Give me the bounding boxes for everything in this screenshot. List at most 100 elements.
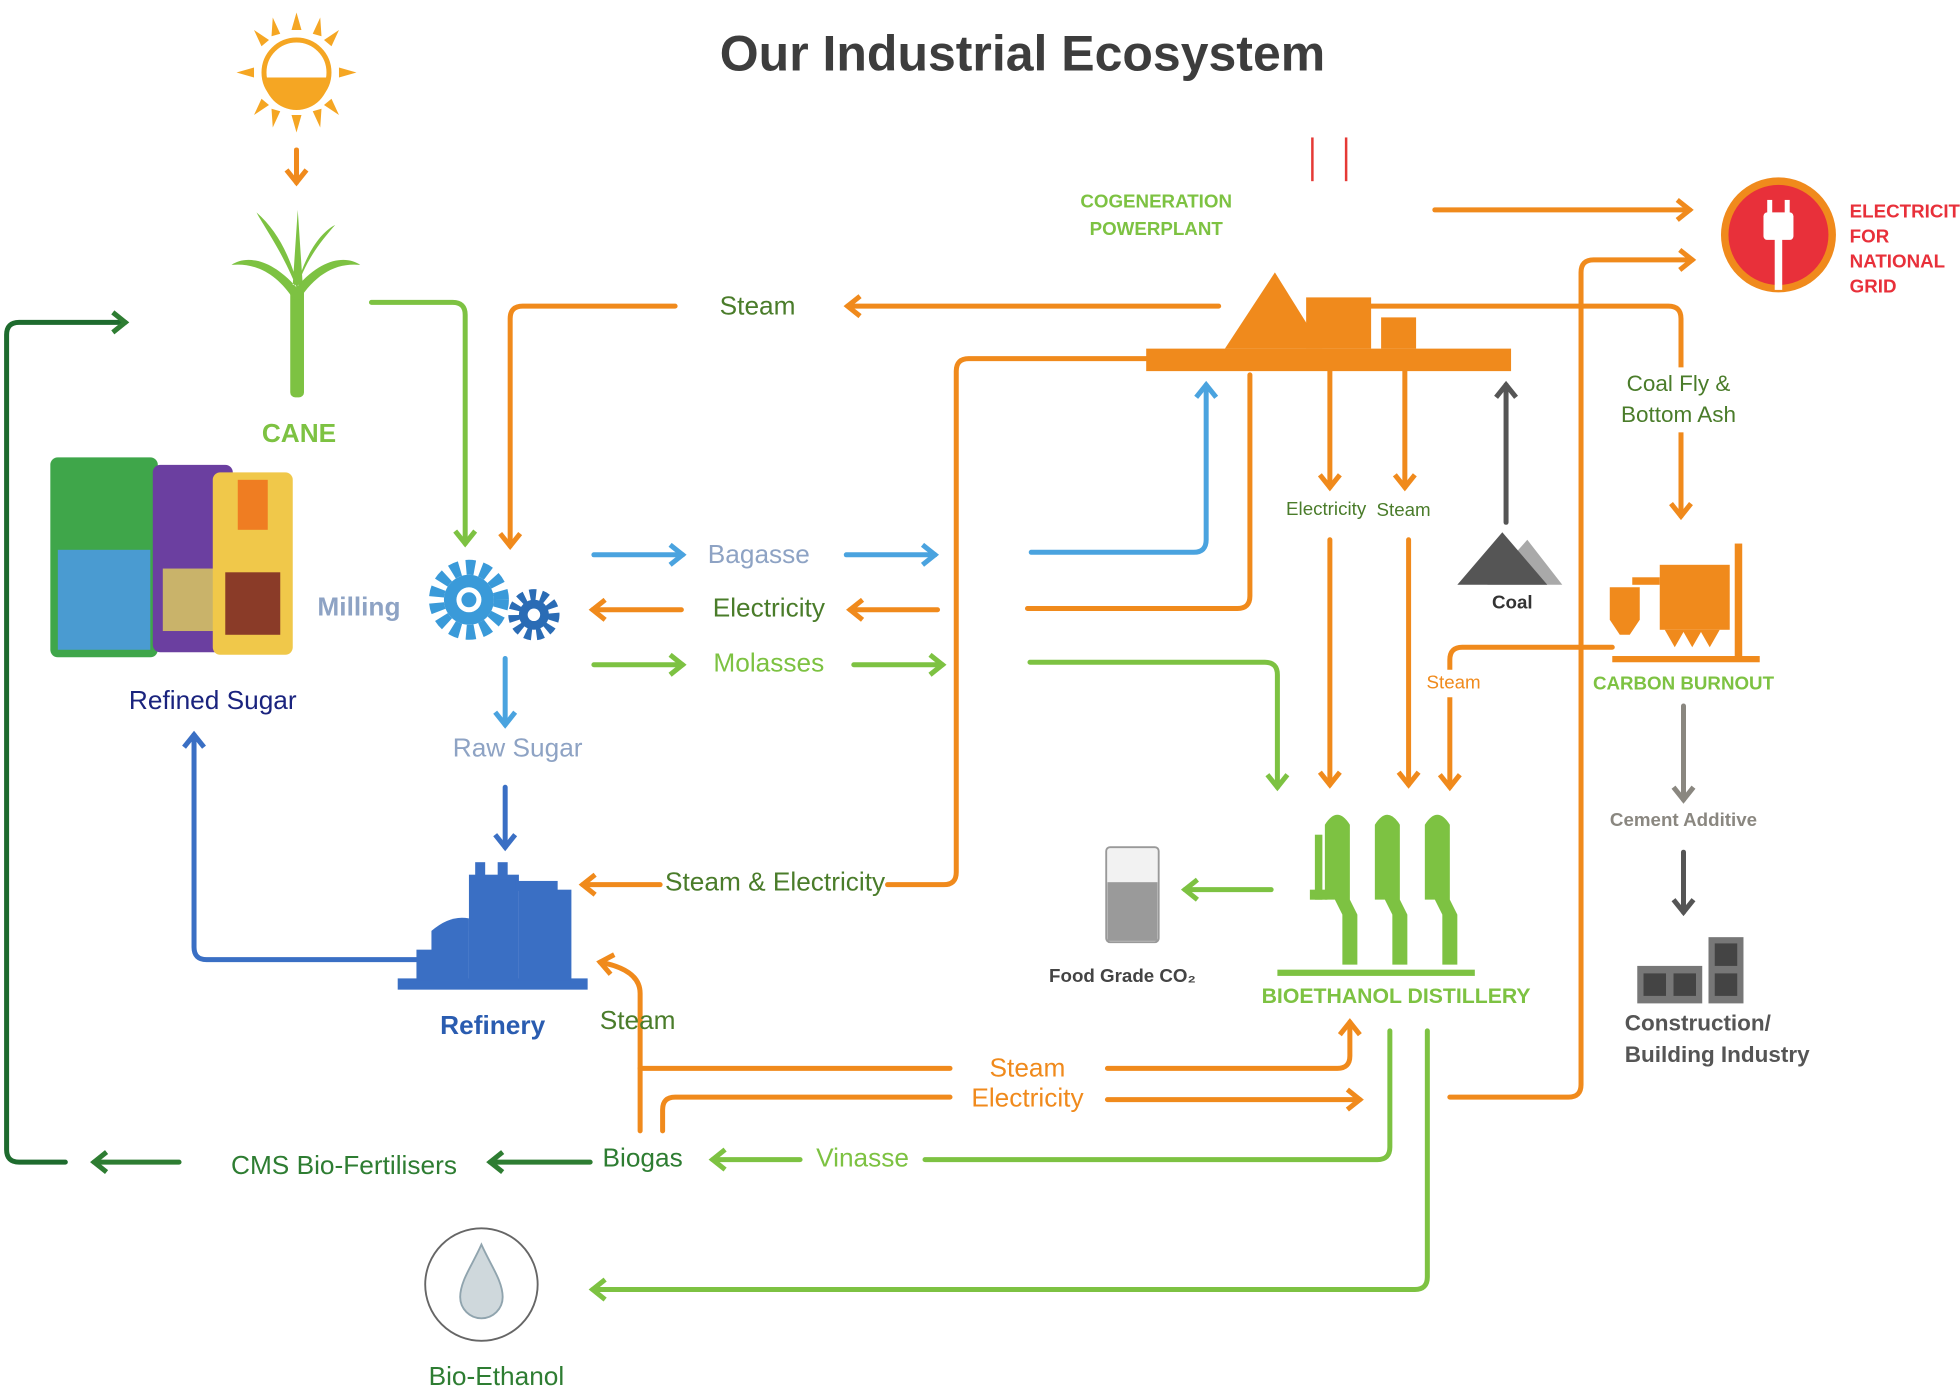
refinery-icon-part (519, 890, 571, 981)
node-label: Raw Sugar (453, 733, 583, 763)
grid-icon-part (1785, 200, 1790, 215)
powerplant-icon-part (1381, 317, 1416, 348)
powerplant-icon-part (1306, 297, 1371, 348)
sugar-packs-part (238, 480, 268, 530)
node-label: CMS Bio-Fertilisers (231, 1150, 457, 1180)
page: Our Industrial Ecosystem CANE Steam Refi… (0, 0, 1960, 1397)
coal-icon (1457, 532, 1562, 584)
grid-icon (1721, 177, 1836, 292)
arrow (1027, 375, 1249, 609)
flow-label: Electricity (971, 1083, 1084, 1113)
sugar-packs-part (58, 550, 150, 650)
node-label: Refined Sugar (129, 685, 297, 715)
node-label: Construction/ (1625, 1011, 1772, 1036)
flow-label: Steam & Electricity (665, 866, 886, 896)
refinery-icon (398, 862, 588, 989)
arrow (1107, 1022, 1349, 1068)
distillery-icon-part (1310, 890, 1327, 900)
bricks-icon-part (1674, 973, 1696, 995)
distillery-icon-part (1277, 970, 1474, 976)
node-label: FOR (1850, 225, 1890, 246)
distillery-icon (1277, 815, 1474, 976)
gears-icon-part (461, 592, 476, 607)
bricks-icon-part (1644, 973, 1666, 995)
arrow (371, 302, 465, 543)
bricks-icon-part (1715, 973, 1737, 995)
node-label: CARBON BURNOUT (1593, 673, 1775, 694)
bricks-icon-part (1715, 943, 1737, 965)
carbon-burnout-icon-part (1735, 544, 1742, 659)
arrow (600, 962, 640, 1131)
title: Our Industrial Ecosystem (720, 26, 1325, 82)
refinery-icon-part (515, 881, 557, 891)
refinery-icon-part (498, 862, 508, 879)
arrow (510, 306, 675, 546)
flow-label: Steam (990, 1053, 1066, 1083)
flow-label: Steam (1427, 671, 1481, 692)
node-label: CANE (262, 418, 336, 448)
node-label: Biogas (603, 1143, 683, 1173)
node-label: POWERPLANT (1090, 218, 1224, 239)
ecosystem-diagram: Our Industrial Ecosystem CANE Steam Refi… (0, 0, 1960, 1397)
arrow (1031, 385, 1206, 552)
refinery-icon-part (475, 862, 485, 879)
flow-label: Steam (1377, 499, 1431, 520)
sun-icon (237, 12, 357, 132)
arrow (663, 1097, 950, 1131)
carbon-burnout-icon-part (1660, 565, 1730, 630)
node-label: GRID (1850, 275, 1897, 296)
node-label: Refinery (440, 1010, 545, 1040)
cane-icon-part (290, 287, 304, 397)
carbon-burnout-icon (1610, 544, 1760, 663)
node-label: Cement Additive (1610, 809, 1757, 830)
flow-label: Bottom Ash (1621, 402, 1736, 427)
node-label: ELECTRICITY (1850, 200, 1960, 221)
flow-label: Vinasse (816, 1143, 909, 1173)
sun-icon-part (237, 12, 357, 132)
refinery-icon-part (431, 918, 468, 981)
sugar-packs-part (225, 572, 280, 634)
carbon-burnout-icon-part (1665, 630, 1720, 647)
arrow (1450, 647, 1612, 787)
cane-icon (232, 210, 361, 397)
arrow (7, 322, 126, 1162)
arrow (1030, 662, 1277, 787)
flow-label: Molasses (713, 648, 824, 678)
grid-icon-part (1767, 200, 1772, 215)
node-label: Milling (317, 591, 400, 621)
bricks-icon (1637, 937, 1743, 1003)
flow-label: Steam (720, 290, 796, 320)
grid-icon-part (1763, 212, 1793, 239)
distillery-icon-part (1425, 815, 1457, 965)
node-label: Bio-Ethanol (429, 1361, 565, 1391)
node-label: BIOETHANOL DISTILLERY (1262, 984, 1531, 1008)
cane-icon-part (232, 210, 361, 300)
arrow (194, 735, 416, 960)
arrow (888, 359, 1147, 885)
grid-icon-part (1775, 237, 1782, 289)
node-label: Food Grade CO₂ (1049, 965, 1196, 986)
flow-label: Steam (600, 1005, 676, 1035)
flow-label: Electricity (713, 593, 826, 623)
sun-icon-part (264, 77, 329, 109)
node-label: Building Industry (1625, 1042, 1810, 1067)
glass-icon-part (1107, 882, 1157, 941)
powerplant-icon (1146, 137, 1511, 371)
node-label: COGENERATION (1080, 190, 1232, 211)
glass-icon (1106, 847, 1158, 942)
drop-icon (425, 1228, 537, 1340)
sugar-packs (50, 457, 292, 657)
flow-label: Bagasse (708, 539, 810, 569)
gears-icon (436, 567, 553, 634)
refinery-icon-part (416, 950, 433, 981)
flow-label: Electricity (1286, 498, 1367, 519)
distillery-icon-part (1375, 815, 1407, 965)
carbon-burnout-icon-part (1632, 577, 1659, 584)
refinery-icon-part (469, 875, 519, 981)
carbon-burnout-icon-part (1610, 587, 1640, 634)
gears-icon-part (528, 609, 540, 621)
distillery-icon-part (1325, 815, 1357, 965)
node-label: NATIONAL (1850, 250, 1945, 271)
flow-label: Coal Fly & (1627, 371, 1731, 396)
powerplant-icon-part (1146, 349, 1511, 371)
